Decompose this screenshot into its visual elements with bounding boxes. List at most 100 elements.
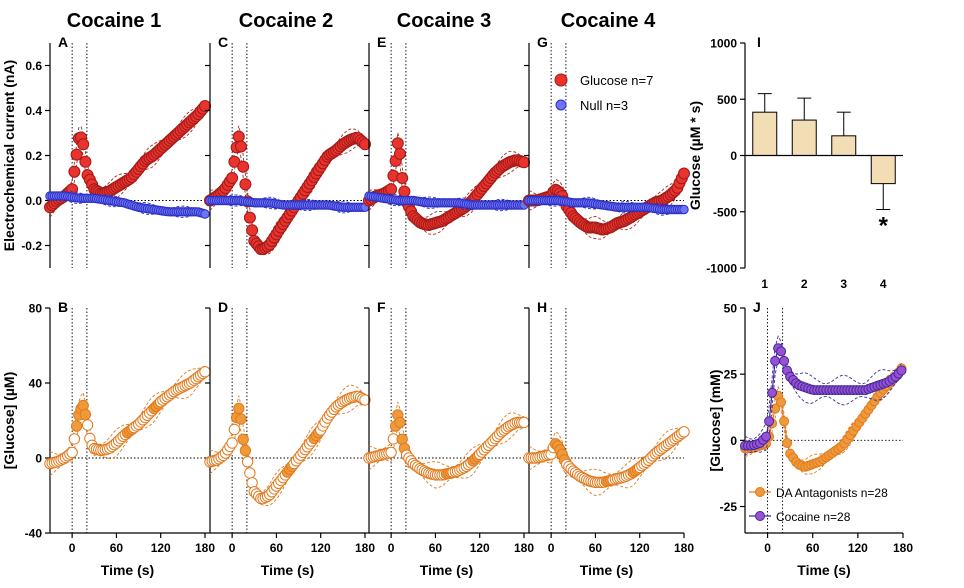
y-tick-label: 40 bbox=[29, 377, 43, 391]
panel-e: E bbox=[363, 34, 530, 268]
y-tick-label: -500 bbox=[713, 205, 737, 219]
x-tick-label: 180 bbox=[514, 541, 534, 555]
data-point bbox=[232, 130, 245, 143]
data-point bbox=[237, 160, 250, 173]
x-tick-label: 60 bbox=[270, 541, 284, 555]
x-tick-label: 60 bbox=[110, 541, 124, 555]
x-tick-label: 60 bbox=[589, 541, 603, 555]
data-point bbox=[77, 138, 90, 151]
data-point bbox=[385, 183, 398, 196]
panel-j: J 50 25 0 -25 0 60 120 180 Time (s) [Glucose] (mM) bbox=[707, 299, 913, 578]
data-point bbox=[200, 209, 210, 219]
y-tick-label: -25 bbox=[720, 500, 738, 514]
title-cocaine-1: Cocaine 1 bbox=[67, 10, 161, 32]
x-tick-label: 4 bbox=[880, 277, 887, 291]
title-cocaine-2: Cocaine 2 bbox=[239, 10, 333, 32]
data-point bbox=[199, 100, 211, 112]
data-point bbox=[779, 416, 790, 427]
panel-d: D 0 60 120 180 Time (s) bbox=[204, 299, 375, 578]
data-point bbox=[199, 366, 211, 378]
data-point bbox=[359, 394, 371, 406]
panel-a: A 0.6 0.4 0.2 0.0 -0.2 Electrochemical current… bbox=[1, 34, 211, 268]
data-point bbox=[226, 172, 239, 184]
data-point bbox=[767, 387, 778, 398]
x-tick-label: 120 bbox=[311, 541, 331, 555]
x-tick-label: 180 bbox=[355, 541, 375, 555]
data-point bbox=[896, 365, 907, 376]
legend-cocaine-label: Cocaine n=28 bbox=[776, 510, 851, 524]
data-point bbox=[244, 467, 256, 479]
data-point bbox=[70, 420, 83, 432]
y-tick-label: 0.0 bbox=[25, 194, 42, 208]
data-point bbox=[394, 416, 406, 429]
y-tick-label: 0 bbox=[35, 452, 42, 466]
panel-h: H 0 60 120 180 Time (s) bbox=[523, 299, 694, 578]
sem-band bbox=[528, 168, 685, 223]
data-point bbox=[237, 433, 249, 445]
data-point bbox=[228, 423, 241, 436]
panel-letter-i: I bbox=[757, 34, 761, 50]
data-point bbox=[241, 456, 254, 468]
bar bbox=[870, 155, 896, 185]
y-tick-label: 25 bbox=[724, 368, 738, 382]
panel-letter-f: F bbox=[377, 299, 386, 315]
x-axis-label: Time (s) bbox=[797, 562, 850, 578]
legend-null-marker bbox=[555, 99, 567, 111]
data-point bbox=[235, 140, 247, 153]
x-tick-label: 0 bbox=[548, 541, 555, 555]
x-tick-label: 0 bbox=[69, 541, 76, 555]
data-point bbox=[233, 402, 245, 415]
sem-band bbox=[209, 202, 366, 214]
x-tick-label: 180 bbox=[674, 541, 694, 555]
y-tick-label: -40 bbox=[25, 527, 43, 541]
y-tick-label: 80 bbox=[29, 302, 43, 316]
y-axis-label: Electrochemical current (nA) bbox=[1, 60, 17, 251]
legend-j: DA Antagonists n=28 Cocaine n=28 bbox=[749, 486, 888, 524]
title-cocaine-3: Cocaine 3 bbox=[397, 10, 491, 32]
panel-i: I 1000 500 0 -500 -1000 Glucose (µM * s) 1 2 3 4 * bbox=[687, 34, 903, 291]
y-tick-label: -0.2 bbox=[21, 239, 42, 253]
sem-band bbox=[528, 425, 685, 475]
x-axis-label: Time (s) bbox=[261, 562, 314, 578]
data-point bbox=[770, 355, 781, 366]
x-tick-label: 2 bbox=[801, 277, 808, 291]
legend-da-marker bbox=[755, 487, 765, 497]
x-tick-label: 120 bbox=[848, 541, 868, 555]
x-tick-label: 120 bbox=[151, 541, 171, 555]
data-point bbox=[246, 224, 259, 237]
data-point bbox=[70, 148, 83, 161]
x-tick-label: 0 bbox=[764, 541, 771, 555]
panel-c: C bbox=[204, 34, 371, 268]
data-point bbox=[79, 155, 92, 168]
x-tick-label: 120 bbox=[630, 541, 650, 555]
legend-da-label: DA Antagonists n=28 bbox=[776, 486, 888, 500]
panel-letter-j: J bbox=[753, 299, 761, 315]
panel-b: B 80 40 0 -40 0 60 120 180 Time (s) [Glucose] (µM) bbox=[1, 299, 215, 578]
data-point bbox=[779, 355, 790, 366]
panel-letter-h: H bbox=[537, 299, 547, 315]
data-point bbox=[359, 138, 371, 151]
data-point bbox=[243, 211, 256, 224]
x-tick-label: 60 bbox=[429, 541, 443, 555]
data-point bbox=[68, 165, 81, 178]
legend-glucose-label: Glucose n=7 bbox=[580, 73, 653, 88]
panel-letter-e: E bbox=[377, 34, 386, 50]
legend-glucose-marker bbox=[554, 73, 568, 87]
data-point bbox=[396, 172, 409, 184]
title-cocaine-4: Cocaine 4 bbox=[561, 10, 656, 32]
sem-band bbox=[368, 154, 525, 235]
panel-letter-c: C bbox=[218, 34, 228, 50]
data-point bbox=[68, 433, 81, 445]
sem-band bbox=[49, 191, 206, 212]
data-point bbox=[239, 178, 252, 191]
y-tick-label: -1000 bbox=[706, 262, 737, 276]
data-point bbox=[518, 156, 530, 169]
y-tick-label: 0.6 bbox=[25, 59, 42, 73]
x-tick-label: 0 bbox=[388, 541, 395, 555]
x-axis-label: Time (s) bbox=[420, 562, 473, 578]
panel-letter-a: A bbox=[58, 34, 68, 50]
panel-letter-g: G bbox=[537, 34, 548, 50]
data-point bbox=[81, 419, 94, 431]
data-point bbox=[764, 416, 775, 427]
